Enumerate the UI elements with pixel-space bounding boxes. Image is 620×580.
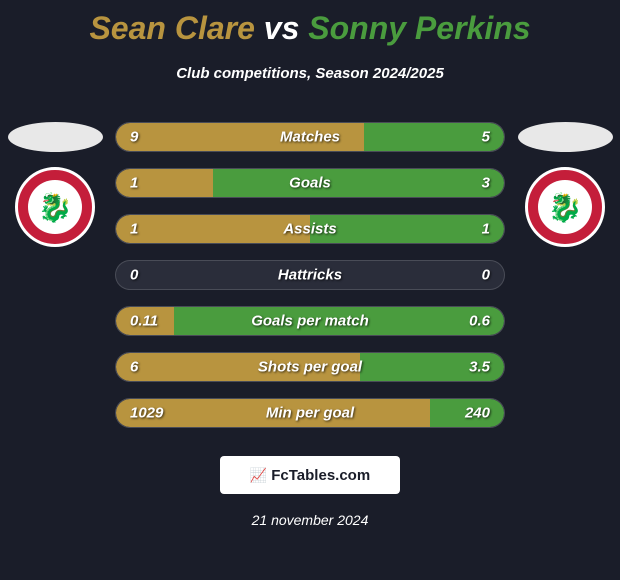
player2-name: Sonny Perkins xyxy=(308,10,530,46)
stat-label: Shots per goal xyxy=(116,359,504,376)
player2-club-badge: 🐉 xyxy=(525,167,605,247)
stat-label: Assists xyxy=(116,221,504,238)
player1-name: Sean Clare xyxy=(89,10,254,46)
stat-row: 1029240Min per goal xyxy=(115,398,505,428)
stat-row: 00Hattricks xyxy=(115,260,505,290)
footer-date: 21 november 2024 xyxy=(0,512,620,528)
player2-placeholder-ellipse xyxy=(518,122,613,152)
stat-row: 0.110.6Goals per match xyxy=(115,306,505,336)
brand-logo: 📈 FcTables.com xyxy=(220,456,400,494)
badge-inner-circle: 🐉 xyxy=(28,180,82,234)
vs-separator: vs xyxy=(264,10,300,46)
player1-placeholder-ellipse xyxy=(8,122,103,152)
stat-row: 63.5Shots per goal xyxy=(115,352,505,382)
content-area: 🐉 95Matches 13Goals 11Assists 00Hattricks 0.… xyxy=(0,122,620,428)
stat-label: Matches xyxy=(116,129,504,146)
dragon-icon: 🐉 xyxy=(548,191,583,224)
stat-row: 11Assists xyxy=(115,214,505,244)
stats-bars: 95Matches 13Goals 11Assists 00Hattricks 0.11… xyxy=(105,122,515,428)
comparison-title: Sean Clare vs Sonny Perkins xyxy=(0,0,620,47)
brand-text: FcTables.com xyxy=(271,467,370,484)
badge-inner-circle: 🐉 xyxy=(538,180,592,234)
player2-column: 🐉 xyxy=(515,122,615,247)
stat-label: Goals per match xyxy=(116,313,504,330)
dragon-icon: 🐉 xyxy=(38,191,73,224)
stat-row: 95Matches xyxy=(115,122,505,152)
stat-label: Hattricks xyxy=(116,267,504,284)
subtitle: Club competitions, Season 2024/2025 xyxy=(0,65,620,82)
stat-label: Min per goal xyxy=(116,405,504,422)
chart-icon: 📈 xyxy=(250,467,267,484)
player1-column: 🐉 xyxy=(5,122,105,247)
stat-label: Goals xyxy=(116,175,504,192)
stat-row: 13Goals xyxy=(115,168,505,198)
player1-club-badge: 🐉 xyxy=(15,167,95,247)
